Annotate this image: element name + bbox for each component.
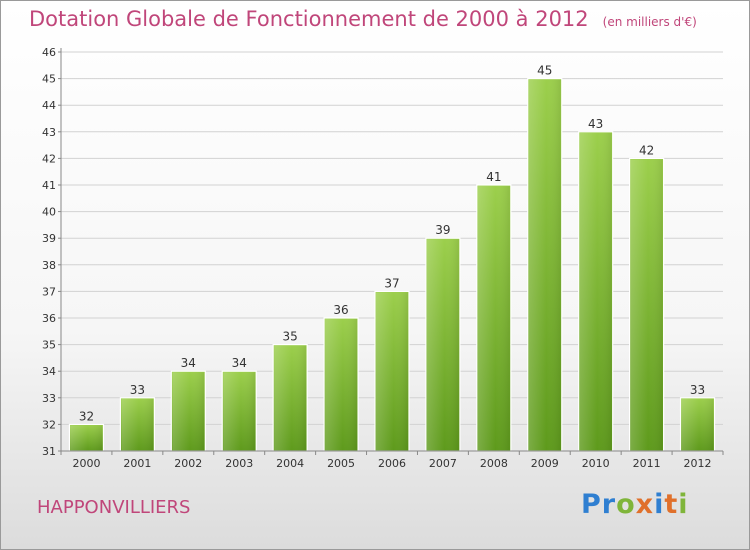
bar-highlight xyxy=(579,132,612,452)
bar-highlight xyxy=(426,239,459,451)
y-tick-label: 42 xyxy=(42,152,56,165)
proxiti-logo: Proxiti xyxy=(581,489,689,520)
bar-value-label: 33 xyxy=(690,383,705,397)
logo-part-2: o xyxy=(616,489,636,520)
bar-2009: 45 xyxy=(527,64,563,452)
chart-title: Dotation Globale de Fonctionnement de 20… xyxy=(29,7,697,31)
logo-part-4: i xyxy=(654,489,665,520)
x-tick-label: 2007 xyxy=(429,457,457,470)
x-tick-label: 2002 xyxy=(174,457,202,470)
y-tick-label: 31 xyxy=(42,445,56,458)
x-tick-label: 2009 xyxy=(531,457,559,470)
bar-2000: 32 xyxy=(68,409,105,452)
bar-2007: 39 xyxy=(425,223,461,452)
y-tick-label: 40 xyxy=(42,206,56,219)
y-tick-label: 36 xyxy=(42,312,56,325)
bar-highlight xyxy=(274,345,307,451)
bar-value-label: 41 xyxy=(486,170,501,184)
y-tick-label: 33 xyxy=(42,392,56,405)
x-tick-label: 2003 xyxy=(225,457,253,470)
x-tick-label: 2011 xyxy=(633,457,661,470)
bar-2001: 33 xyxy=(119,383,155,452)
y-tick-label: 46 xyxy=(42,46,56,59)
bar-2002: 34 xyxy=(170,356,206,452)
y-tick-label: 41 xyxy=(42,179,56,192)
bar-value-label: 37 xyxy=(384,276,399,290)
y-tick-label: 43 xyxy=(42,126,56,139)
bar-highlight xyxy=(70,425,103,451)
bar-2004: 35 xyxy=(272,330,308,452)
bar-value-label: 34 xyxy=(232,356,247,370)
y-tick-label: 32 xyxy=(42,418,56,431)
commune-name: HAPPONVILLIERS xyxy=(37,497,191,518)
axis-layer: 31 32 33 34 35 36 37 38 39 40 41 42 43 44 45 46 2000 2001… xyxy=(42,46,724,470)
bar-value-label: 45 xyxy=(537,64,552,78)
logo-part-5: t xyxy=(664,489,679,520)
y-tick-label: 37 xyxy=(42,285,56,298)
bar-2008: 41 xyxy=(476,170,512,452)
y-tick-label: 45 xyxy=(42,73,56,86)
bar-value-label: 34 xyxy=(181,356,196,370)
bar-value-label: 43 xyxy=(588,117,603,131)
x-tick-label: 2000 xyxy=(72,457,100,470)
x-tick-label: 2005 xyxy=(327,457,355,470)
logo-part-6: i xyxy=(678,489,689,520)
bar-value-label: 42 xyxy=(639,143,654,157)
bar-highlight xyxy=(681,398,714,451)
bar-highlight xyxy=(121,398,154,451)
bar-highlight xyxy=(223,372,256,451)
bar-2005: 36 xyxy=(323,303,359,452)
bar-2011: 42 xyxy=(629,143,665,452)
y-tick-label: 34 xyxy=(42,365,56,378)
bar-value-label: 36 xyxy=(333,303,348,317)
y-tick-label: 35 xyxy=(42,339,56,352)
bar-value-label: 33 xyxy=(130,383,145,397)
x-tick-label: 2001 xyxy=(123,457,151,470)
y-tick-label: 38 xyxy=(42,259,56,272)
bar-layer: 32 33 34 34 35 36 37 39 41 45 43 42 33 xyxy=(68,64,716,452)
logo-part-3: x xyxy=(635,489,655,520)
bar-2012: 33 xyxy=(679,383,716,452)
bar-value-label: 35 xyxy=(283,330,298,344)
x-tick-label: 2004 xyxy=(276,457,304,470)
bar-2003: 34 xyxy=(221,356,257,452)
x-tick-label: 2010 xyxy=(582,457,610,470)
bar-highlight xyxy=(477,186,510,451)
bar-highlight xyxy=(528,79,561,451)
y-tick-label: 44 xyxy=(42,99,56,112)
x-tick-label: 2012 xyxy=(684,457,712,470)
bar-2010: 43 xyxy=(578,117,614,452)
bar-highlight xyxy=(325,319,358,451)
chart-subtitle: (en milliers d'€) xyxy=(602,15,697,29)
bar-highlight xyxy=(376,292,408,451)
chart-title-text: Dotation Globale de Fonctionnement de 20… xyxy=(29,7,589,31)
x-tick-label: 2008 xyxy=(480,457,508,470)
y-tick-label: 39 xyxy=(42,232,56,245)
x-tick-label: 2006 xyxy=(378,457,406,470)
bar-highlight xyxy=(172,372,205,451)
bar-2006: 37 xyxy=(374,276,410,452)
bar-value-label: 39 xyxy=(435,223,450,237)
bar-value-label: 32 xyxy=(79,409,94,423)
bar-highlight xyxy=(630,159,663,451)
logo-part-1: Pr xyxy=(581,489,617,520)
